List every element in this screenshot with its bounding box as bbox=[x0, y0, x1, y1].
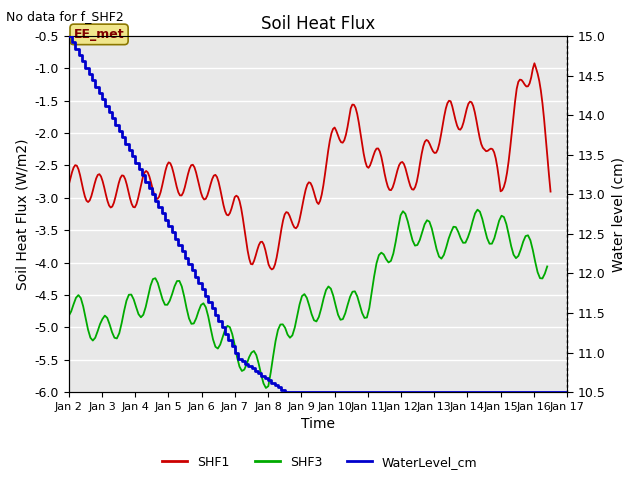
Text: No data for f_SHF2: No data for f_SHF2 bbox=[6, 10, 124, 23]
Title: Soil Heat Flux: Soil Heat Flux bbox=[261, 15, 375, 33]
Y-axis label: Water level (cm): Water level (cm) bbox=[611, 156, 625, 272]
Y-axis label: Soil Heat Flux (W/m2): Soil Heat Flux (W/m2) bbox=[15, 138, 29, 290]
Legend: SHF1, SHF3, WaterLevel_cm: SHF1, SHF3, WaterLevel_cm bbox=[157, 451, 483, 474]
X-axis label: Time: Time bbox=[301, 418, 335, 432]
Text: EE_met: EE_met bbox=[74, 28, 124, 41]
